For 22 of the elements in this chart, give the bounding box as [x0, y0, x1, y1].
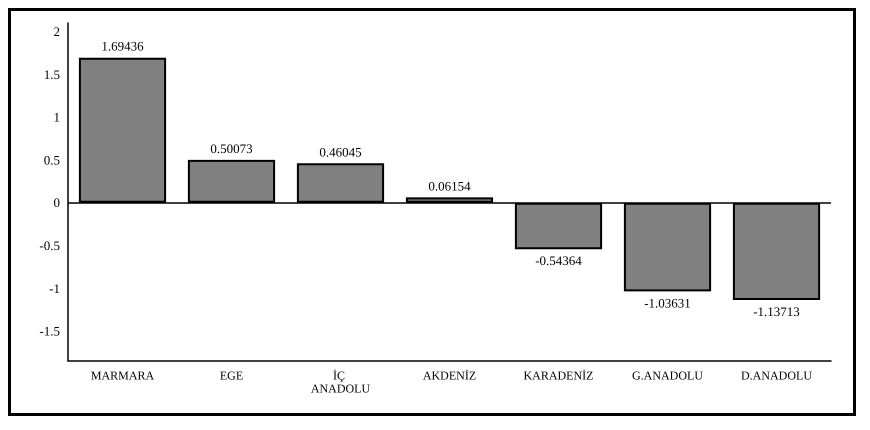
data-label: 0.46045	[319, 144, 362, 160]
data-label: 1.69436	[101, 38, 144, 54]
x-tick-label: G.ANADOLU	[632, 368, 704, 382]
y-tick-label: 1	[54, 110, 60, 125]
y-tick-label: 0.5	[44, 152, 60, 168]
y-tick-label: 0	[54, 195, 60, 210]
data-label: 0.50073	[210, 140, 253, 156]
data-label: -1.13713	[753, 304, 800, 319]
y-tick-label: 1.5	[44, 66, 60, 82]
data-label: -1.03631	[644, 295, 691, 310]
x-tick-label: AKDENİZ	[422, 368, 476, 382]
y-tick-label: -1.5	[39, 324, 60, 339]
data-label: -0.54364	[535, 253, 582, 268]
y-tick-label: -1	[49, 280, 60, 296]
data-label: 0.06154	[428, 178, 472, 194]
y-tick-label: -0.5	[39, 238, 60, 253]
x-tick-label: MARMARA	[90, 368, 154, 382]
y-tick-label: 2	[54, 24, 60, 40]
x-tick-label: KARADENİZ	[524, 368, 594, 382]
x-tick-label: İÇ ANADOLU	[310, 368, 370, 396]
x-tick-label: EGE	[220, 368, 244, 382]
x-tick-label: D.ANADOLU	[741, 368, 812, 382]
